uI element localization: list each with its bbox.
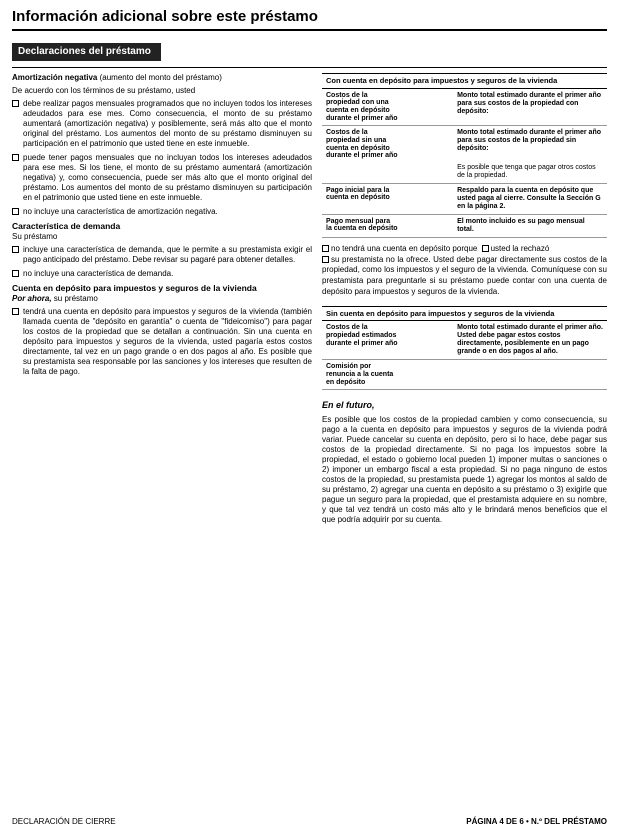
escrow-intro: Por ahora, su préstamo [12,294,312,304]
table-row: Costos de la propiedad estimados durante… [322,321,607,360]
no-escrow-opt: usted la rechazó [491,244,550,253]
checkbox-icon[interactable] [12,100,19,107]
amort-option-3-text: no incluye una característica de amortiz… [23,207,312,217]
demand-option-2: no incluye una característica de demanda… [12,269,312,279]
table-row: Costos de la propiedad con una cuenta en… [322,88,607,126]
row-desc [453,360,607,390]
amort-option-1: debe realizar pagos mensuales programado… [12,99,312,149]
amort-option-2: puede tener pagos mensuales que no inclu… [12,153,312,203]
escrow-heading: Cuenta en depósito para impuestos y segu… [12,283,312,294]
row-label: Costos de la propiedad sin una cuenta en… [322,126,402,183]
left-column: Amortización negativa (aumento del monto… [12,73,312,524]
section-header: Declaraciones del préstamo [12,43,161,62]
row-label: Comisión por renuncia a la cuenta en dep… [322,360,402,390]
checkbox-icon[interactable] [12,154,19,161]
demand-heading: Característica de demanda [12,221,312,232]
row-desc: Monto total estimado durante el primer a… [453,126,607,183]
row-desc-main: Monto total estimado durante el primer a… [457,129,601,152]
escrow-intro-prefix: Por ahora, [12,294,52,303]
demand-option-1: incluye una característica de demanda, q… [12,245,312,265]
row-desc: Monto total estimado durante el primer a… [453,321,607,360]
amort-option-3: no incluye una característica de amortiz… [12,207,312,217]
row-desc: Respaldo para la cuenta en depósito que … [453,183,607,214]
footer-left: DECLARACIÓN DE CIERRE [12,817,116,827]
no-escrow-rest: su prestamista no la ofrece. Usted debe … [322,255,607,296]
amortization-heading: Amortización negativa (aumento del monto… [12,73,312,83]
demand-intro: Su préstamo [12,232,312,242]
checkbox-icon[interactable] [12,208,19,215]
row-value [402,214,453,237]
row-value [402,126,453,183]
table-row: Comisión por renuncia a la cuenta en dep… [322,360,607,390]
row-label: Costos de la propiedad estimados durante… [322,321,402,360]
checkbox-icon[interactable] [322,256,329,263]
escrow-without-table: Sin cuenta en depósito para impuestos y … [322,306,607,391]
demand-option-2-text: no incluye una característica de demanda… [23,269,312,279]
checkbox-icon[interactable] [12,246,19,253]
row-label: Costos de la propiedad con una cuenta en… [322,88,402,126]
row-value [402,88,453,126]
row-label: Pago inicial para la cuenta en depósito [322,183,402,214]
escrow-intro-rest: su préstamo [52,294,98,303]
page-footer: DECLARACIÓN DE CIERRE PÁGINA 4 DE 6 • N.… [12,817,607,827]
amortization-head-paren: (aumento del monto del préstamo) [100,73,222,82]
page-title: Información adicional sobre este préstam… [12,8,607,31]
amort-option-2-text: puede tener pagos mensuales que no inclu… [23,153,312,203]
future-heading: En el futuro, [322,400,607,411]
content-columns: Amortización negativa (aumento del monto… [12,73,607,524]
escrow-option-1-text: tendrá una cuenta en depósito para impue… [23,307,312,377]
amortization-intro: De acuerdo con los términos de su présta… [12,86,312,96]
escrow-with-table-title: Con cuenta en depósito para impuestos y … [322,74,607,88]
future-body: Es posible que los costos de la propieda… [322,415,607,525]
table-row: Costos de la propiedad sin una cuenta en… [322,126,607,183]
row-label: Pago mensual para la cuenta en depósito [322,214,402,237]
escrow-without-table-title: Sin cuenta en depósito para impuestos y … [322,306,607,320]
no-escrow-line: no tendrá una cuenta en depósito porque [331,244,477,253]
table-row: Pago mensual para la cuenta en depósito … [322,214,607,237]
footer-right: PÁGINA 4 DE 6 • N.º DEL PRÉSTAMO [466,817,607,827]
demand-option-1-text: incluye una característica de demanda, q… [23,245,312,265]
checkbox-icon[interactable] [482,245,489,252]
escrow-option-1: tendrá una cuenta en depósito para impue… [12,307,312,377]
checkbox-icon[interactable] [322,245,329,252]
amortization-head-bold: Amortización negativa [12,73,97,82]
amort-option-1-text: debe realizar pagos mensuales programado… [23,99,312,149]
no-escrow-block: no tendrá una cuenta en depósito porque … [322,244,607,298]
escrow-with-table: Con cuenta en depósito para impuestos y … [322,73,607,238]
row-desc: Monto total estimado durante el primer a… [453,88,607,126]
row-desc-sub: Es posible que tenga que pagar otros cos… [457,164,596,179]
row-value [402,183,453,214]
right-column: Con cuenta en depósito para impuestos y … [322,73,607,524]
checkbox-icon[interactable] [12,270,19,277]
row-desc: El monto incluido es su pago mensual tot… [453,214,607,237]
section-divider [12,67,607,68]
row-value [402,360,453,390]
table-row: Pago inicial para la cuenta en depósito … [322,183,607,214]
checkbox-icon[interactable] [12,308,19,315]
row-value [402,321,453,360]
